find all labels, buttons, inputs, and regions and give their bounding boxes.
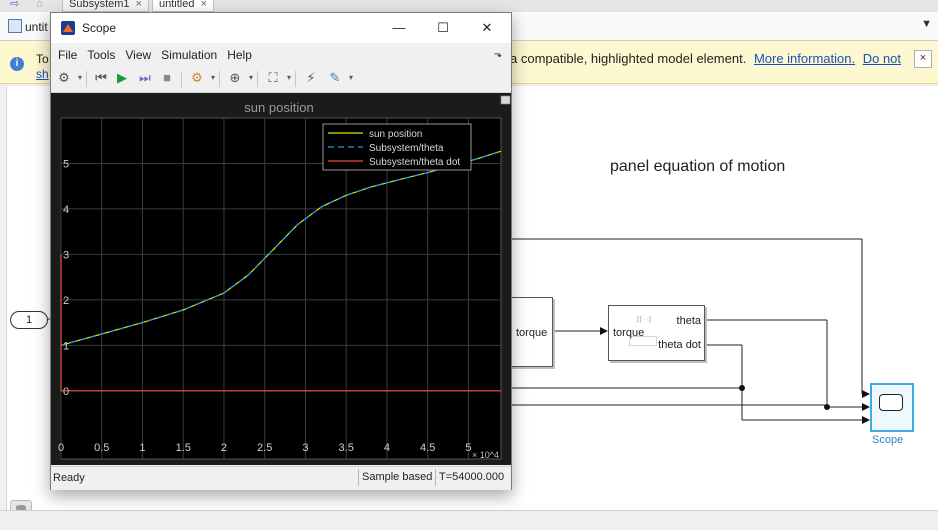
chevron-down-icon[interactable]: ▾ <box>348 73 353 82</box>
info-text-start: To <box>36 52 49 66</box>
x-tick-label: 4 <box>384 442 390 454</box>
menu-view[interactable]: View <box>125 48 152 62</box>
chart-legend[interactable]: sun position Subsystem/theta Subsystem/the… <box>322 123 472 171</box>
chevron-down-icon[interactable]: ▾ <box>248 73 253 82</box>
legend-entry: Subsystem/theta <box>369 143 444 154</box>
triggers-icon[interactable]: ⚡ <box>306 70 316 85</box>
status-sample-mode: Sample based <box>358 469 435 486</box>
tab-untitled[interactable]: untitled × <box>152 0 214 12</box>
subsystem-block[interactable]: torque <box>510 297 553 367</box>
measurements-icon[interactable]: ✎ <box>329 70 341 85</box>
minimize-button[interactable]: — <box>392 20 406 35</box>
output-port-label: theta <box>676 315 701 327</box>
equation-of-motion-block[interactable]: ∫∫·∙∫ torque theta theta dot <box>608 305 705 361</box>
stop-icon[interactable]: ■ <box>163 70 171 85</box>
x-tick-label: 4.5 <box>420 442 435 454</box>
x-tick-label: 5 <box>465 442 471 454</box>
integrator-glyph: ∫∫·∙∫ <box>637 316 653 323</box>
close-button[interactable]: ✕ <box>481 20 493 35</box>
step-forward-icon[interactable]: ⏭ <box>139 70 151 85</box>
info-message-text: a compatible, highlighted model element. <box>510 51 747 66</box>
autoscale-icon[interactable]: ⛶ <box>268 70 278 85</box>
series-line <box>60 150 502 346</box>
do-not-show-link[interactable]: Do not <box>862 51 902 66</box>
inport-block[interactable]: 1 <box>10 311 48 329</box>
model-icon <box>8 19 22 33</box>
block-preview-icon <box>629 336 657 346</box>
menu-file[interactable]: File <box>58 48 78 62</box>
y-tick-label: 2 <box>63 295 69 307</box>
window-title: Scope <box>82 21 117 35</box>
info-close-button[interactable]: × <box>914 50 932 68</box>
tab-subsystem1[interactable]: Subsystem1 × <box>62 0 149 12</box>
tab-label: untitled <box>159 0 195 10</box>
scope-toolbar: ⚙ ▾ ⏮ ▶ ⏭ ■ ⚙ ▾ ⊕ ▾ ⛶ ▾ ⚡ ✎ ▾ <box>51 66 511 93</box>
status-time: T=54000.000 <box>435 469 507 486</box>
legend-entry: Subsystem/theta dot <box>369 157 460 168</box>
dock-icon[interactable]: ⬎ <box>493 49 502 60</box>
address-dropdown-icon[interactable]: ▼ <box>921 18 932 30</box>
legend-entry: sun position <box>369 129 422 140</box>
zoom-icon[interactable]: ⊕ <box>229 70 241 85</box>
step-back-icon[interactable]: ⏮ <box>95 70 107 85</box>
highlight-block-icon[interactable]: ⚙ <box>191 70 203 85</box>
tab-close-icon[interactable]: × <box>200 0 207 10</box>
run-icon[interactable]: ▶ <box>117 70 127 85</box>
x-tick-label: 1 <box>139 442 145 454</box>
breadcrumb-model: untit <box>25 20 48 34</box>
menu-help[interactable]: Help <box>227 48 252 62</box>
y-tick-label: 0 <box>63 386 69 398</box>
more-information-link[interactable]: More information. <box>753 51 856 66</box>
output-port-label: torque <box>516 327 548 339</box>
y-tick-label: 3 <box>63 249 69 261</box>
plot-area[interactable]: sun position 0 0.5 1 1.5 2 2.5 3 3.5 4 4.5 5 0 1 2 3 4 5… <box>51 93 511 465</box>
series-line <box>60 254 501 392</box>
y-tick-label: 5 <box>63 158 69 170</box>
scope-chart[interactable]: sun position 0 0.5 1 1.5 2 2.5 3 3.5 4 4.5 5 0 1 2 3 4 5… <box>51 93 511 465</box>
scope-window: Scope — ☐ ✕ File Tools View Simulation Help … <box>50 12 512 490</box>
info-message: a compatible, highlighted model element.… <box>510 51 901 66</box>
x-tick-label: 0 <box>58 442 64 454</box>
canvas-annotation: panel equation of motion <box>610 158 786 175</box>
legend-box <box>322 123 472 171</box>
scope-block[interactable] <box>870 383 914 432</box>
settings-gear-icon[interactable]: ⚙ <box>58 70 70 85</box>
tab-label: Subsystem1 <box>69 0 130 10</box>
output-port-label: theta dot <box>658 339 701 351</box>
info-link-start[interactable]: sh <box>36 67 49 81</box>
scope-title-bar[interactable]: Scope — ☐ ✕ <box>51 13 511 43</box>
menu-simulation[interactable]: Simulation <box>161 48 218 62</box>
x-tick-label: 2.5 <box>257 442 272 454</box>
x-axis-multiplier: × 10^4 <box>472 450 499 460</box>
scope-block-label: Scope <box>872 434 904 446</box>
status-ready: Ready <box>53 472 85 484</box>
tab-close-icon[interactable]: × <box>135 0 142 10</box>
folder-up-icon[interactable]: ⌂ <box>36 0 43 10</box>
y-tick-label: 1 <box>63 340 69 352</box>
info-icon: i <box>10 57 24 71</box>
y-tick-label: 4 <box>63 204 69 216</box>
scope-screen-icon <box>879 394 903 411</box>
chart-title: sun position <box>244 100 313 115</box>
x-tick-label: 1.5 <box>176 442 191 454</box>
x-tick-label: 3 <box>302 442 308 454</box>
navigate-arrow-icon[interactable]: ⇨ <box>10 0 20 10</box>
model-status-bar <box>0 510 938 530</box>
chevron-down-icon[interactable]: ▾ <box>286 73 291 82</box>
chevron-down-icon[interactable]: ▾ <box>77 73 82 82</box>
x-tick-label: 3.5 <box>339 442 354 454</box>
matlab-icon <box>61 21 75 35</box>
breadcrumb[interactable]: untit <box>8 18 52 36</box>
x-tick-label: 0.5 <box>94 442 109 454</box>
scope-status-bar: Ready Sample based T=54000.000 <box>51 466 511 490</box>
undock-icon[interactable] <box>500 95 511 105</box>
x-tick-label: 2 <box>221 442 227 454</box>
menu-bar: File Tools View Simulation Help ⬎ <box>51 44 511 66</box>
menu-tools[interactable]: Tools <box>87 48 116 62</box>
input-port-label: torque <box>613 327 645 339</box>
chevron-down-icon[interactable]: ▾ <box>210 73 215 82</box>
maximize-button[interactable]: ☐ <box>437 20 449 35</box>
